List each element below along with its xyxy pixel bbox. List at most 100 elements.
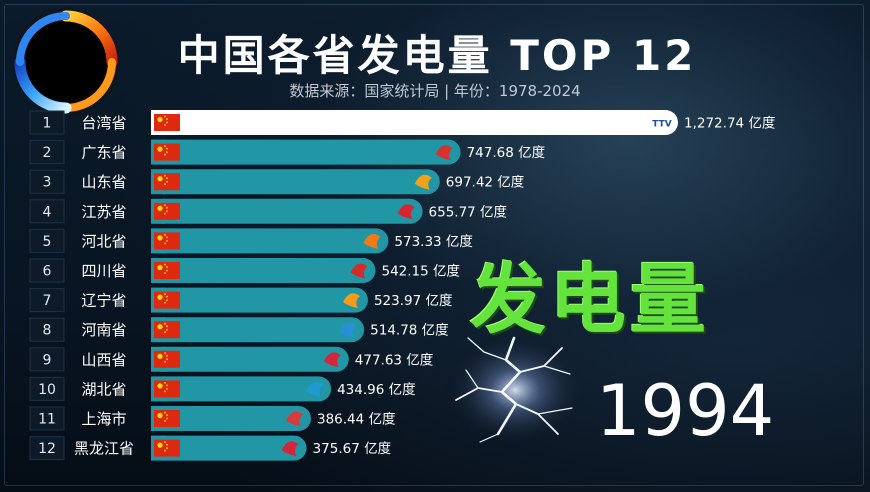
company-logo-icon — [652, 112, 672, 133]
flag-star — [157, 264, 163, 271]
frame-border — [4, 4, 864, 486]
flag-star — [164, 204, 166, 207]
lightning-icon — [443, 332, 587, 448]
province-label: 河南省 — [81, 321, 126, 339]
province-label: 黑龙江省 — [74, 440, 134, 458]
province-label: 上海市 — [81, 410, 126, 428]
rank-box — [29, 288, 65, 313]
province-label: 山西省 — [81, 351, 126, 369]
flag-star — [164, 183, 166, 186]
flag-star — [157, 353, 163, 359]
value-label: 434.96 亿度 — [337, 382, 416, 398]
rank-box — [29, 436, 65, 461]
flag-star — [164, 331, 166, 334]
flag-star — [166, 151, 168, 154]
company-logo-mark — [414, 174, 432, 190]
rank-box — [29, 110, 65, 135]
data-source-subtitle: 数据来源：国家统计局 | 年份：1978-2024 — [289, 82, 581, 100]
rank-label: 7 — [43, 293, 52, 309]
flag-star — [164, 145, 166, 148]
flag-star — [157, 383, 163, 389]
bar — [151, 139, 461, 165]
rank-box — [29, 228, 65, 253]
rank-label: 9 — [43, 352, 52, 368]
company-logo-mark — [306, 381, 324, 397]
flag-star — [164, 263, 166, 266]
rank-label: 3 — [43, 175, 52, 191]
flag-star — [157, 146, 163, 152]
value-label: 375.67 亿度 — [313, 441, 392, 457]
value-label: 542.15 亿度 — [381, 264, 460, 280]
value-label: 697.42 亿度 — [446, 175, 525, 191]
flag-star — [157, 205, 163, 211]
province-label: 河北省 — [81, 232, 126, 250]
bar — [151, 110, 678, 135]
flag-star — [166, 266, 168, 268]
flag-star — [164, 411, 166, 414]
bar — [151, 228, 389, 254]
bar — [151, 346, 349, 372]
value-label: 386.44 亿度 — [317, 412, 396, 428]
flag-star — [166, 417, 168, 420]
rank-label: 8 — [43, 323, 52, 339]
flag-star — [164, 174, 166, 177]
rank-box — [29, 406, 65, 431]
flag-star — [164, 153, 166, 156]
metric-label: 发电量 — [470, 255, 710, 344]
rank-box — [29, 376, 65, 401]
rank-box — [29, 199, 65, 224]
flag-star — [166, 295, 168, 298]
company-logo-mark — [323, 352, 341, 368]
rank-label: 2 — [43, 145, 52, 161]
province-label: 湖北省 — [81, 380, 126, 398]
fire-ice-ring-icon — [14, 10, 118, 114]
flag-star — [164, 352, 166, 355]
company-logo-mark — [281, 441, 299, 457]
province-label: 江苏省 — [81, 203, 126, 221]
flag-star — [166, 147, 168, 150]
company-logo-text: TTV — [652, 120, 671, 130]
rank-box — [29, 140, 65, 165]
flag-star — [164, 322, 166, 325]
flag-star — [164, 234, 166, 236]
company-logo-mark — [435, 145, 453, 161]
flag-star — [166, 358, 168, 361]
value-label: 1,272.74 亿度 — [684, 116, 775, 132]
bar — [151, 198, 423, 224]
province-label: 广东省 — [81, 144, 126, 162]
rank-box — [29, 347, 65, 372]
rank-label: 6 — [43, 264, 52, 280]
flag-star — [164, 115, 166, 118]
flag-star — [166, 443, 168, 446]
bar — [151, 376, 332, 402]
flag-star — [166, 325, 168, 328]
flag-star — [166, 177, 168, 180]
province-label: 台湾省 — [81, 114, 126, 132]
value-label: 523.97 亿度 — [374, 293, 453, 309]
flag-star — [157, 176, 163, 182]
flag-star — [166, 299, 168, 301]
flag-star — [157, 116, 163, 123]
flag-star — [166, 180, 168, 183]
flag-star — [164, 293, 166, 295]
value-label: 573.33 亿度 — [394, 234, 473, 250]
flag-star — [164, 124, 166, 126]
flag-star — [166, 447, 168, 449]
flag-star — [157, 412, 163, 419]
flag-star — [164, 242, 166, 245]
province-label: 四川省 — [81, 262, 126, 280]
company-logo-mark — [342, 293, 360, 309]
flag-star — [164, 449, 166, 452]
flag-star — [166, 210, 168, 213]
channel-logo — [10, 6, 122, 118]
rank-label: 4 — [43, 204, 52, 220]
flag-star — [166, 328, 168, 331]
province-label: 山东省 — [81, 173, 126, 191]
flag-star — [164, 360, 166, 363]
province-label: 辽宁省 — [81, 292, 126, 310]
bar — [151, 406, 312, 431]
flag-star — [164, 420, 166, 422]
flag-star — [166, 206, 168, 209]
